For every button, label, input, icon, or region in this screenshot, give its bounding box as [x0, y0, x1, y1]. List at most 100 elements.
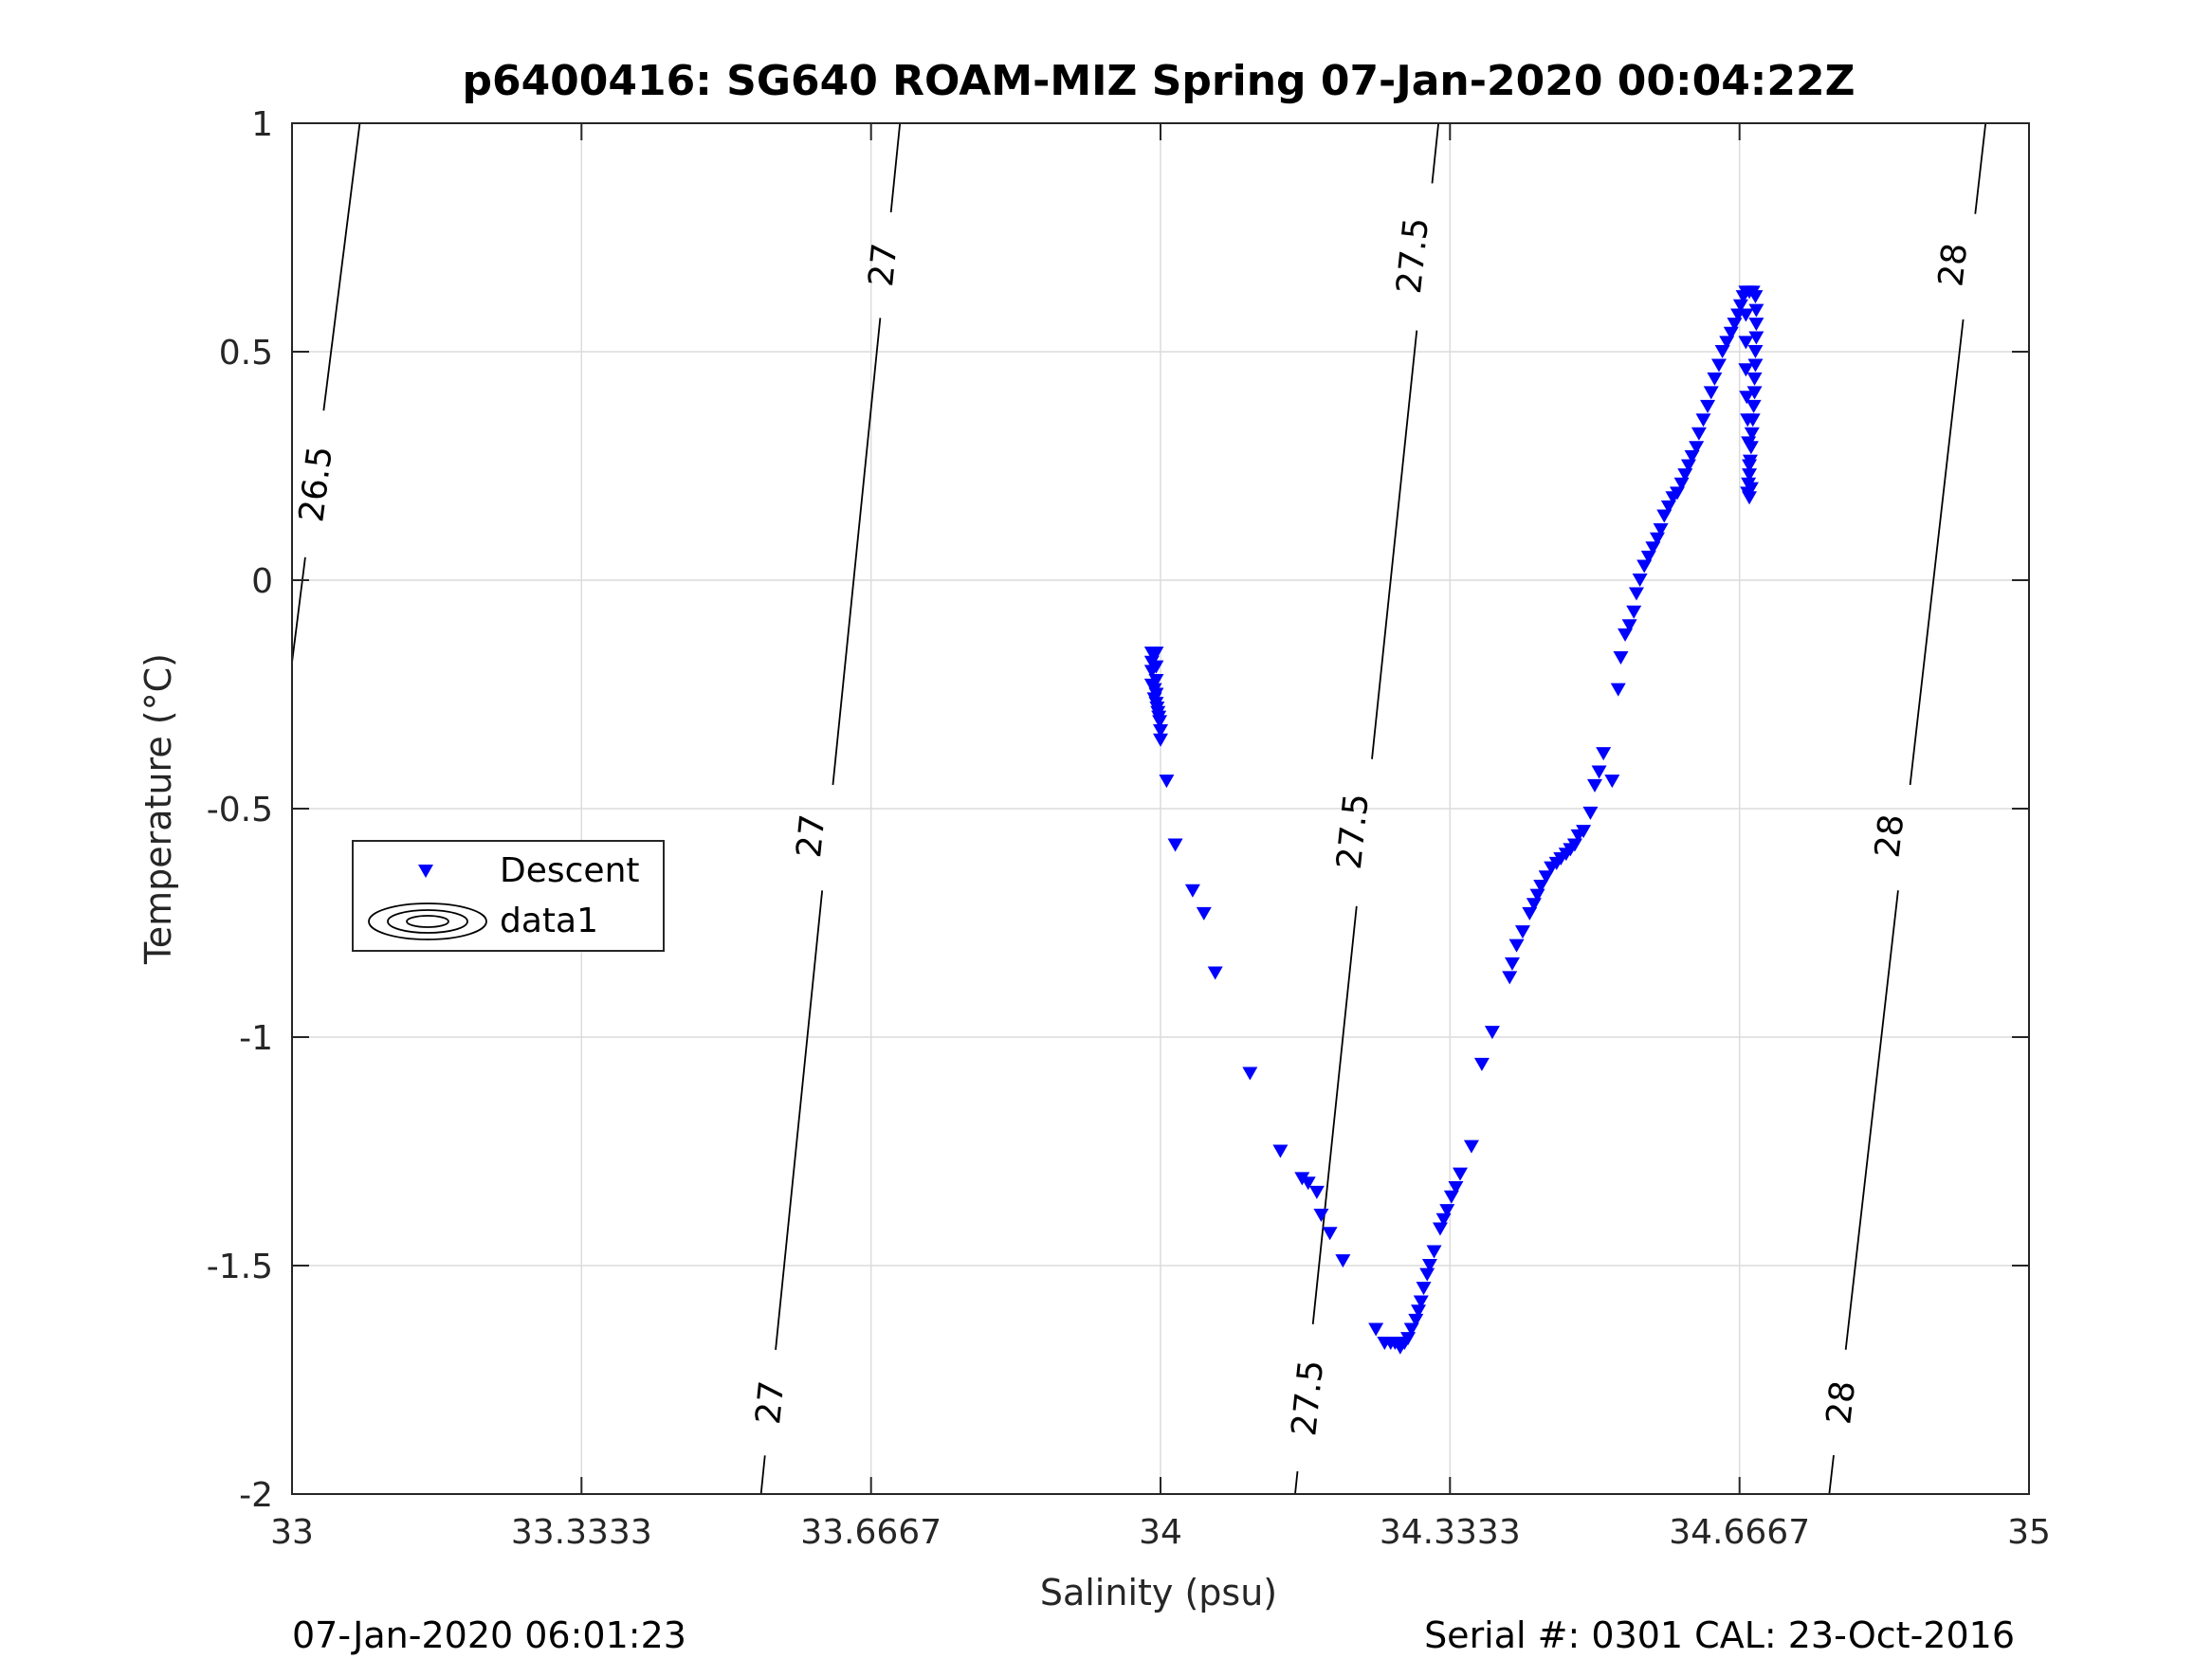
descent-point: [1153, 733, 1168, 747]
isopycnal-line: [1294, 1470, 1299, 1495]
density-contours: 26.5 27 27 27 27.5 27.5 27.5 28 28 28: [291, 122, 1987, 1495]
isopycnal-line: [1371, 330, 1418, 759]
descent-point: [1691, 427, 1707, 441]
isopycnal-line: [1431, 122, 1440, 184]
descent-point: [1632, 574, 1648, 587]
descent-point: [1413, 1295, 1429, 1309]
x-axis: 33 33.3333 33.6667 34 34.3333 34.6667 35: [270, 123, 2051, 1552]
descent-point: [1748, 303, 1764, 318]
descent-point: [1502, 971, 1518, 985]
descent-point: [1300, 1176, 1316, 1191]
contour-label: 28: [1868, 812, 1911, 860]
footer-timestamp: 07-Jan-2020 06:01:23: [292, 1614, 686, 1656]
isopycnal-line: [1974, 122, 1987, 214]
descent-point: [1313, 1208, 1329, 1222]
isopycnal-line: [775, 890, 824, 1350]
isopycnal-line: [1311, 905, 1358, 1324]
descent-point: [1421, 1259, 1437, 1272]
legend-contour-marker: [368, 902, 487, 940]
descent-point: [1618, 628, 1634, 642]
descent-point: [1653, 522, 1669, 537]
contour-label: 27: [749, 1379, 792, 1427]
descent-point: [1308, 1185, 1325, 1199]
y-axis-label: Temperature (°C): [137, 653, 179, 965]
y-tick-label: -1: [239, 1019, 273, 1058]
chart-title: p6400416: SG640 ROAM-MIZ Spring 07-Jan-2…: [462, 57, 1855, 105]
descent-point: [1719, 336, 1735, 350]
descent-point: [1636, 559, 1653, 574]
descent-point: [1596, 747, 1612, 761]
descent-point: [1742, 491, 1758, 505]
descent-point: [1640, 550, 1656, 564]
contour-label: 27: [790, 812, 832, 860]
descent-point: [1740, 413, 1756, 428]
descent-point: [1747, 345, 1764, 358]
descent-point: [1689, 441, 1705, 455]
descent-point: [1700, 399, 1716, 413]
isopycnal-line: [832, 318, 882, 786]
isopycnal-line: [1844, 890, 1899, 1350]
descent-point: [1152, 715, 1168, 729]
descent-point: [1748, 331, 1764, 345]
contour-label: 26.5: [292, 444, 340, 524]
legend-box: [352, 840, 665, 952]
x-tick-label: 33: [270, 1513, 314, 1552]
contour-label: 27.5: [1390, 216, 1436, 296]
descent-point: [1242, 1066, 1258, 1081]
descent-point: [1272, 1144, 1289, 1158]
descent-point: [1538, 870, 1554, 884]
contour-label: 27: [862, 242, 905, 289]
descent-point: [1626, 605, 1642, 619]
descent-point: [1684, 449, 1700, 464]
descent-point: [1196, 906, 1212, 921]
x-tick-label: 34: [1139, 1513, 1182, 1552]
descent-point: [1746, 386, 1763, 400]
descent-point: [1504, 957, 1520, 971]
contour-label: 28: [1931, 241, 1975, 288]
descent-point: [1368, 1322, 1384, 1337]
descent-point: [1656, 509, 1673, 523]
descent-point: [1628, 587, 1644, 601]
descent-point: [1707, 372, 1723, 386]
descent-point: [1660, 500, 1676, 514]
descent-point: [1739, 391, 1755, 405]
grid: [292, 123, 2029, 1494]
descent-point: [1443, 1190, 1459, 1204]
descent-point: [1514, 925, 1530, 939]
descent-point: [1741, 436, 1757, 450]
contour-label: 27.5: [1285, 1358, 1331, 1438]
descent-point: [1613, 650, 1629, 665]
x-tick-label: 33.3333: [511, 1513, 652, 1552]
y-tick-label: -0.5: [207, 791, 273, 830]
descent-point: [1416, 1282, 1432, 1296]
contour-label: 27.5: [1330, 792, 1377, 871]
descent-point: [1576, 825, 1592, 839]
descent-point: [1533, 879, 1549, 893]
descent-point: [1732, 299, 1748, 313]
descent-point: [1153, 724, 1168, 738]
descent-point: [1419, 1267, 1435, 1282]
descent-point: [1463, 1139, 1479, 1154]
descent-point: [1484, 1026, 1500, 1040]
descent-point: [1432, 1222, 1448, 1236]
descent-point: [1738, 336, 1754, 350]
isopycnal-line: [759, 1455, 766, 1495]
descent-point: [1411, 1304, 1427, 1319]
isopycnal-line: [889, 122, 902, 213]
y-axis: -2 -1.5 -1 -0.5 0 0.5 1: [207, 105, 2029, 1515]
descent-point: [1747, 358, 1764, 373]
descent-point: [1710, 358, 1727, 373]
descent-point: [1587, 778, 1602, 793]
descent-point: [1742, 459, 1758, 473]
descent-point: [1744, 427, 1760, 441]
y-tick-label: 0: [251, 562, 273, 601]
descent-point: [1695, 413, 1711, 428]
isopycnal-line: [291, 556, 306, 663]
y-tick-label: -2: [239, 1476, 273, 1515]
y-tick-label: 1: [251, 105, 273, 144]
x-tick-label: 35: [2007, 1513, 2051, 1552]
descent-point: [1159, 775, 1175, 789]
y-tick-label: -1.5: [207, 1248, 273, 1286]
descent-point: [1508, 939, 1525, 953]
